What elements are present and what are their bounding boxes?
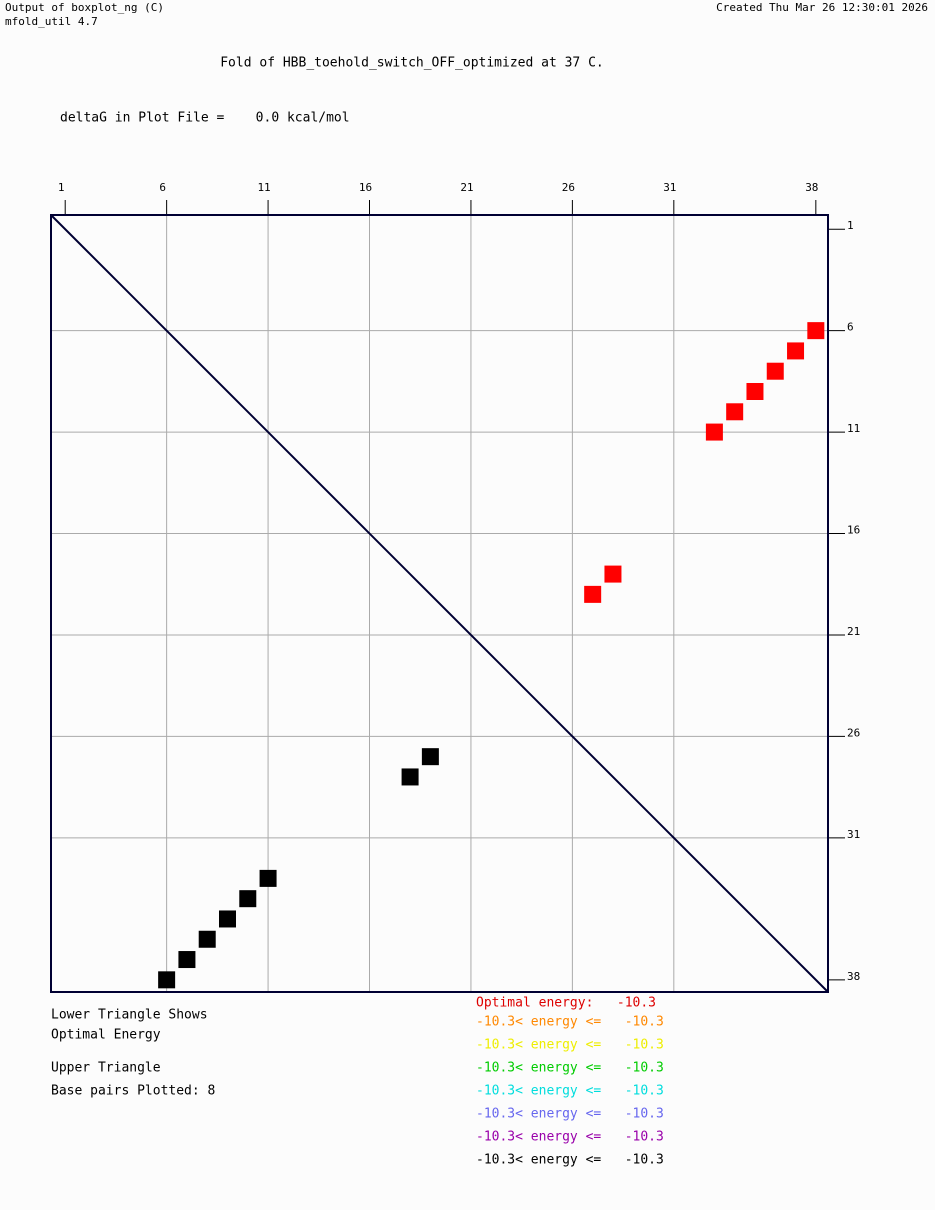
energy-legend: -10.3< energy <= -10.3 xyxy=(476,1153,664,1168)
base-pair-dot xyxy=(158,971,176,989)
y-tick-label: 21 xyxy=(847,625,860,638)
x-tick-label: 21 xyxy=(460,181,473,194)
x-tick-label: 31 xyxy=(663,181,676,194)
x-tick-label: 16 xyxy=(359,181,372,194)
energy-legend: Optimal energy: -10.3 xyxy=(476,996,656,1011)
y-tick-label: 26 xyxy=(847,726,860,739)
chart-title: Fold of HBB_toehold_switch_OFF_optimized… xyxy=(220,56,604,71)
base-pair-dot xyxy=(726,403,744,421)
x-tick-label: 6 xyxy=(159,181,166,194)
base-pair-dot xyxy=(239,890,257,908)
base-pair-dot xyxy=(584,585,602,603)
header-left: mfold_util 4.7 xyxy=(5,15,98,28)
y-tick-label: 1 xyxy=(847,219,854,232)
y-tick-label: 11 xyxy=(847,422,860,435)
energy-legend: -10.3< energy <= -10.3 xyxy=(476,1038,664,1053)
energy-legend: -10.3< energy <= -10.3 xyxy=(476,1130,664,1145)
energy-legend: -10.3< energy <= -10.3 xyxy=(476,1084,664,1099)
y-tick-label: 31 xyxy=(847,828,860,841)
base-pair-dot xyxy=(198,930,216,948)
x-tick-label: 11 xyxy=(257,181,270,194)
base-pair-dot xyxy=(807,322,825,340)
base-pair-dot xyxy=(766,362,784,380)
y-tick-label: 38 xyxy=(847,970,860,983)
note: Base pairs Plotted: 8 xyxy=(51,1084,215,1099)
base-pair-dot xyxy=(705,423,723,441)
note: Upper Triangle xyxy=(51,1061,161,1076)
energy-legend: -10.3< energy <= -10.3 xyxy=(476,1107,664,1122)
energy-legend: -10.3< energy <= -10.3 xyxy=(476,1061,664,1076)
base-pair-dot xyxy=(604,565,622,583)
base-pair-dot xyxy=(787,342,805,360)
note: Optimal Energy xyxy=(51,1028,161,1043)
diagonal xyxy=(50,214,829,993)
note: Lower Triangle Shows xyxy=(51,1008,208,1023)
base-pair-dot xyxy=(421,748,439,766)
y-tick-label: 16 xyxy=(847,524,860,537)
base-pair-dot xyxy=(218,910,236,928)
chart-subtitle: deltaG in Plot File = 0.0 kcal/mol xyxy=(60,111,350,126)
x-tick-label: 26 xyxy=(562,181,575,194)
header-left: Output of boxplot_ng (C) xyxy=(5,1,164,14)
x-tick-label: 38 xyxy=(805,181,818,194)
base-pair-dot xyxy=(178,951,196,969)
header-right: Created Thu Mar 26 12:30:01 2026 xyxy=(716,1,928,14)
y-tick-label: 6 xyxy=(847,321,854,334)
base-pair-dot xyxy=(401,768,419,786)
base-pair-dot xyxy=(259,869,277,887)
energy-legend: -10.3< energy <= -10.3 xyxy=(476,1015,664,1030)
plot-frame xyxy=(50,214,829,993)
x-tick-label: 1 xyxy=(58,181,65,194)
base-pair-dot xyxy=(746,382,764,400)
